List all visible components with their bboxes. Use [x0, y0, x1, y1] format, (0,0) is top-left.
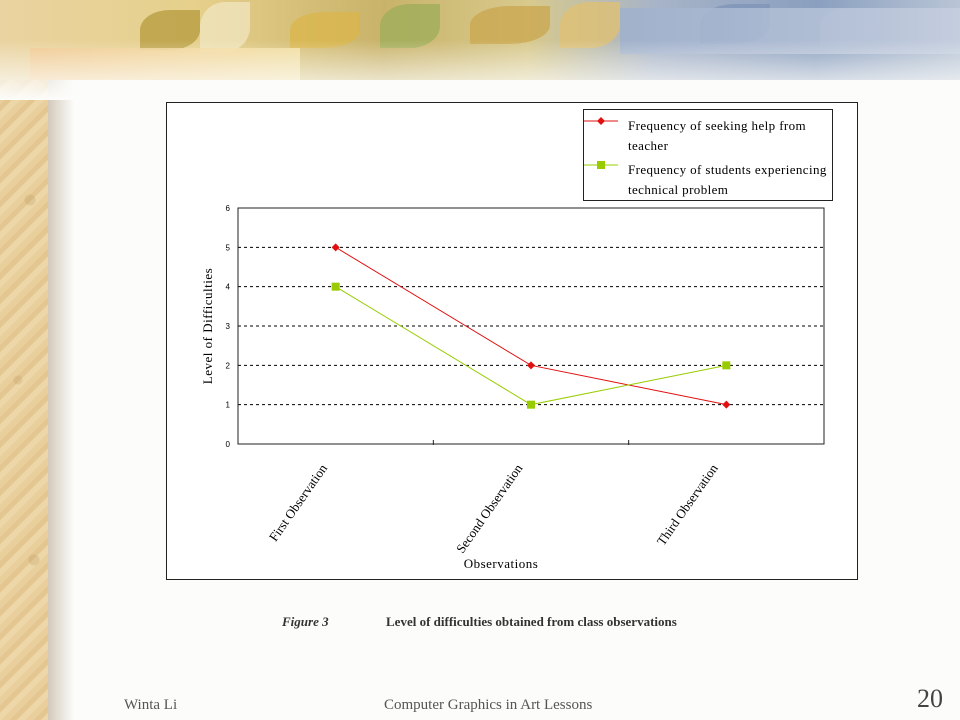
footer-author: Winta Li — [124, 697, 178, 713]
footer-title: Computer Graphics in Art Lessons — [384, 697, 593, 713]
data-point-diamond — [527, 361, 535, 370]
y-tick-label: 3 — [226, 322, 231, 331]
chart-legend: Frequency of seeking help from teacher F… — [583, 109, 833, 201]
x-axis-title: Observations — [464, 556, 539, 571]
x-tick-label: First Observation — [266, 461, 331, 544]
y-axis-title: Level of Difficulties — [200, 268, 215, 384]
data-point-diamond — [722, 400, 731, 409]
data-point-diamond — [331, 243, 340, 252]
data-point-square — [331, 282, 340, 291]
y-tick-label: 5 — [226, 243, 231, 252]
x-tick-label: Second Observation — [453, 461, 526, 556]
figure-label: Figure 3 — [282, 614, 329, 629]
legend-label: Frequency of seeking help from teacher — [628, 118, 807, 153]
y-tick-label: 6 — [226, 204, 231, 213]
red-diamond-marker-icon — [584, 117, 618, 125]
data-point-square — [527, 400, 535, 409]
green-square-marker-icon — [584, 161, 618, 169]
x-tick-label: Third Observation — [654, 461, 721, 548]
line-chart: 0 1 2 3 4 5 6 First Observation Second Observati… — [200, 204, 825, 571]
strip-shadow — [48, 0, 74, 720]
decorative-banner — [0, 0, 960, 100]
legend-label: Frequency of students experiencing techn… — [628, 162, 827, 197]
y-tick-label: 2 — [226, 361, 231, 370]
figure-caption-text: Level of difficulties obtained from clas… — [386, 614, 677, 629]
y-tick-label: 0 — [226, 440, 231, 449]
y-tick-label: 1 — [226, 401, 231, 410]
y-tick-label: 4 — [226, 283, 231, 292]
chart-panel: 0 1 2 3 4 5 6 First Observation Second Observati… — [166, 102, 858, 580]
data-point-square — [722, 361, 731, 370]
slide-number: 20 — [917, 684, 943, 713]
parchment-strip — [0, 0, 48, 720]
